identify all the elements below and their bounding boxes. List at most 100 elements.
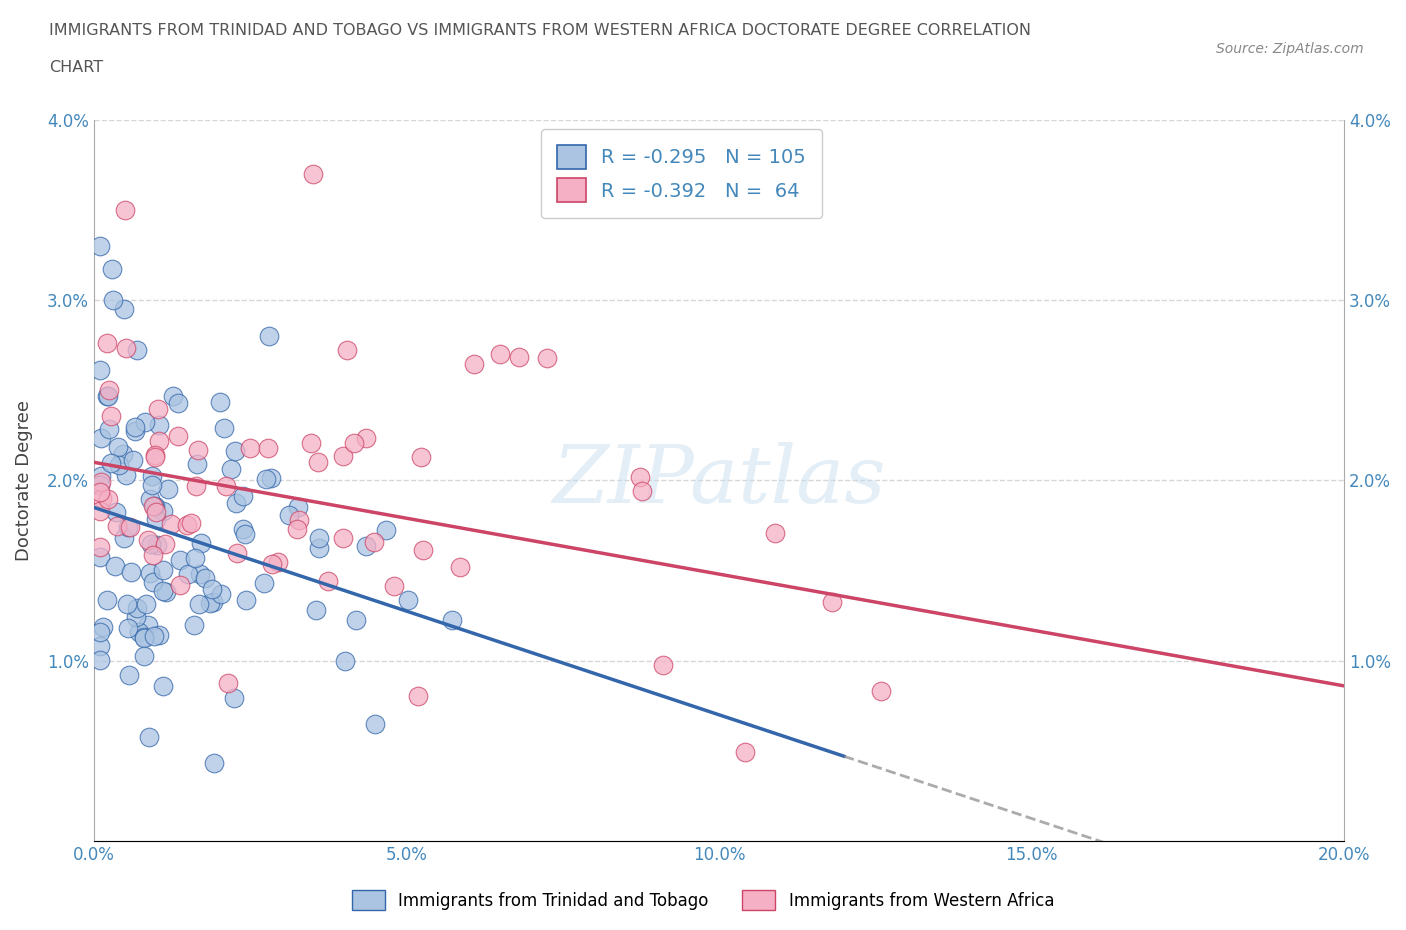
Point <box>343 435 366 450</box>
Point <box>96 336 118 351</box>
Point <box>187 442 209 457</box>
Point <box>112 531 135 546</box>
Point <box>308 531 330 546</box>
Point <box>374 523 396 538</box>
Point <box>141 477 163 492</box>
Point <box>489 347 512 362</box>
Point <box>267 555 290 570</box>
Point <box>167 395 190 410</box>
Point <box>89 652 111 667</box>
Point <box>120 565 142 579</box>
Point <box>139 492 162 507</box>
Point <box>90 431 112 445</box>
Point <box>152 503 174 518</box>
Point <box>89 485 111 499</box>
Point <box>155 584 177 599</box>
Y-axis label: Doctorate Degree: Doctorate Degree <box>15 400 32 561</box>
Point <box>508 350 530 365</box>
Point <box>222 691 245 706</box>
Point <box>406 688 429 703</box>
Point <box>628 470 651 485</box>
Point <box>354 538 377 553</box>
Point <box>107 440 129 455</box>
Point <box>152 679 174 694</box>
Point <box>288 512 311 527</box>
Point <box>145 512 167 526</box>
Point <box>201 581 224 596</box>
Point <box>118 520 141 535</box>
Point <box>188 597 211 612</box>
Point <box>169 578 191 592</box>
Point <box>152 563 174 578</box>
Point <box>97 421 120 436</box>
Point <box>105 518 128 533</box>
Point <box>194 571 217 586</box>
Point <box>183 618 205 632</box>
Point <box>97 491 120 506</box>
Point <box>145 449 167 464</box>
Point <box>463 356 485 371</box>
Point <box>198 595 221 610</box>
Point <box>536 351 558 365</box>
Point <box>396 592 419 607</box>
Point <box>125 610 148 625</box>
Point <box>308 540 330 555</box>
Point <box>260 556 283 571</box>
Point <box>105 504 128 519</box>
Point <box>146 538 169 552</box>
Point <box>169 552 191 567</box>
Point <box>233 527 256 542</box>
Point <box>112 447 135 462</box>
Text: IMMIGRANTS FROM TRINIDAD AND TOBAGO VS IMMIGRANTS FROM WESTERN AFRICA DOCTORATE : IMMIGRANTS FROM TRINIDAD AND TOBAGO VS I… <box>49 23 1031 38</box>
Point <box>821 594 844 609</box>
Point <box>449 560 471 575</box>
Point <box>153 537 176 551</box>
Point <box>157 482 180 497</box>
Point <box>232 489 254 504</box>
Point <box>127 342 149 357</box>
Point <box>356 430 378 445</box>
Point <box>257 328 280 343</box>
Point <box>136 533 159 548</box>
Point <box>364 716 387 731</box>
Point <box>162 389 184 404</box>
Point <box>332 448 354 463</box>
Point <box>256 441 278 456</box>
Point <box>232 521 254 536</box>
Point <box>260 471 283 485</box>
Point <box>117 620 139 635</box>
Point <box>305 603 328 618</box>
Point <box>225 496 247 511</box>
Point <box>209 586 232 601</box>
Point <box>734 745 756 760</box>
Point <box>440 613 463 628</box>
Point <box>89 550 111 565</box>
Point <box>160 516 183 531</box>
Point <box>112 301 135 316</box>
Point <box>235 592 257 607</box>
Point <box>215 479 238 494</box>
Point <box>132 630 155 644</box>
Point <box>285 522 308 537</box>
Point <box>299 436 322 451</box>
Point <box>201 594 224 609</box>
Point <box>136 618 159 632</box>
Point <box>176 518 198 533</box>
Point <box>190 536 212 551</box>
Point <box>301 166 323 181</box>
Point <box>89 363 111 378</box>
Point <box>278 507 301 522</box>
Point <box>101 261 124 276</box>
Point <box>143 498 166 513</box>
Point <box>100 408 122 423</box>
Point <box>256 472 278 486</box>
Point <box>142 575 165 590</box>
Point <box>183 551 205 565</box>
Point <box>219 462 242 477</box>
Point <box>333 654 356 669</box>
Point <box>763 526 786 541</box>
Point <box>143 498 166 513</box>
Point <box>100 456 122 471</box>
Point <box>412 543 434 558</box>
Point <box>186 457 208 472</box>
